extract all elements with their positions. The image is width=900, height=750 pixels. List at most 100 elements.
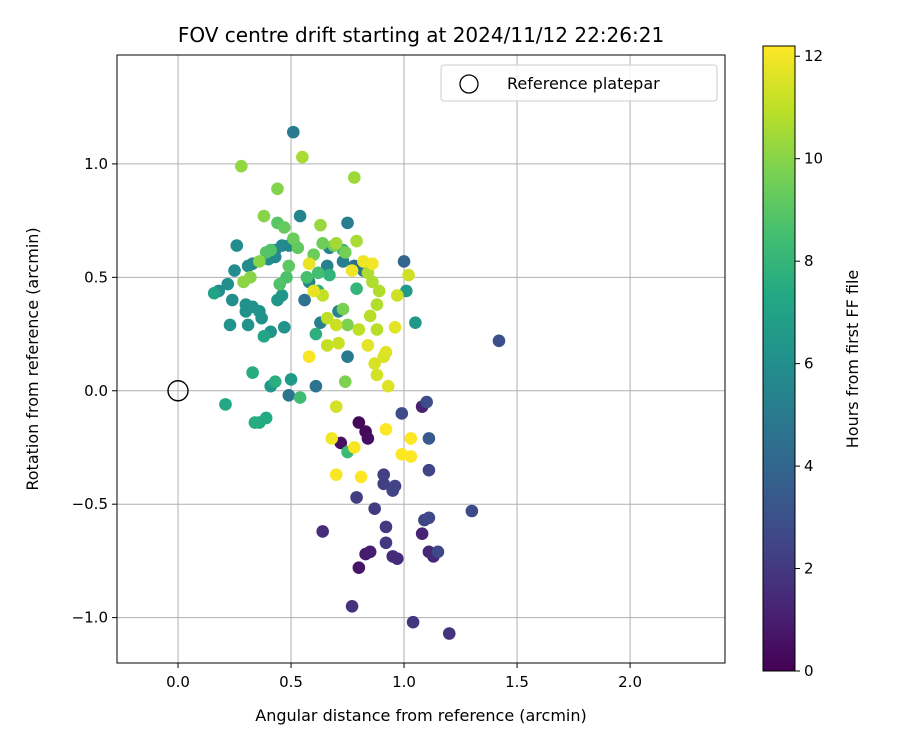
data-point [296,150,309,164]
data-point [286,232,300,246]
data-point [329,468,343,482]
data-point [329,400,343,413]
y-axis-title: Rotation from reference (arcmin) [23,227,42,490]
data-point [350,282,363,295]
data-point [363,545,377,559]
data-point [415,527,429,540]
data-point [341,350,354,364]
data-point [404,450,418,463]
data-point [320,339,334,352]
data-point [311,266,325,280]
data-point [420,395,433,409]
data-point [395,407,409,420]
colorbar-tick-label: 6 [804,355,814,373]
data-point [329,318,343,332]
reference-platepar-marker [167,380,189,402]
data-point [422,511,436,525]
data-point [352,561,366,575]
colorbar [763,46,795,671]
data-point [302,257,316,271]
colorbar-frame [762,45,796,672]
data-point [345,264,359,277]
data-point [388,320,402,334]
data-point [348,171,361,184]
data-point [228,264,241,277]
data-point [309,327,323,341]
data-point [379,536,393,550]
data-point [363,309,377,323]
y-tick-label: 0.0 [84,382,108,400]
data-point [348,441,361,454]
data-point [207,286,221,300]
data-point [370,368,384,382]
data-point [381,379,395,393]
data-point [241,259,255,273]
data-point [341,216,354,230]
data-point [338,375,352,388]
data-point [332,336,345,350]
data-point [366,257,379,271]
data-point [372,284,386,298]
data-points [207,125,506,640]
x-tick-label: 1.0 [392,673,416,691]
data-point [271,182,284,196]
data-point [379,423,393,436]
data-point [277,320,291,334]
x-axis-title: Angular distance from reference (arcmin) [255,706,586,725]
colorbar-tick-label: 2 [804,560,814,578]
data-point [268,375,282,388]
legend-box [440,64,718,102]
plot-frame [116,54,726,664]
data-point [284,373,298,386]
data-point [442,627,456,640]
data-point [298,293,311,307]
data-point [271,293,284,307]
data-point [361,339,375,352]
colorbar-tick-label: 10 [804,150,823,168]
data-point [282,259,296,273]
colorbar-ticks: 0 2 4 6 8 10 12 [795,47,823,680]
data-point [320,311,334,325]
data-point [354,470,368,484]
chart-title: FOV centre drift starting at 2024/11/12 … [178,23,664,47]
data-point [492,334,506,348]
data-point [329,236,343,250]
reference-marker-group [167,380,189,402]
data-point [282,388,296,402]
data-point [370,298,384,311]
data-point [402,268,415,282]
data-point [286,125,300,139]
data-point [314,218,327,232]
colorbar-tick-label: 8 [804,252,814,270]
data-point [368,502,381,516]
legend-reference-marker [459,74,479,94]
data-point [219,398,232,411]
data-point [422,432,436,445]
data-point [409,316,422,330]
data-point [379,345,393,359]
data-point [277,221,291,234]
data-point [230,239,244,252]
data-point [316,236,329,250]
data-point [323,268,336,282]
data-point [341,318,354,332]
data-point [465,504,479,518]
y-tick-label: −0.5 [72,495,108,513]
data-point [307,284,320,298]
data-point [352,416,366,429]
data-point [397,255,411,268]
legend-label-reference: Reference platepar [507,74,660,93]
data-point [366,275,379,289]
data-point [377,477,391,491]
data-point [404,432,418,445]
colorbar-tick-label: 4 [804,457,814,475]
x-tick-label: 2.0 [618,673,642,691]
data-point [300,271,314,284]
data-point [350,491,363,504]
data-point [352,323,366,336]
data-point [390,552,404,565]
data-point [406,615,420,629]
data-point [246,366,259,379]
data-point [259,246,273,259]
